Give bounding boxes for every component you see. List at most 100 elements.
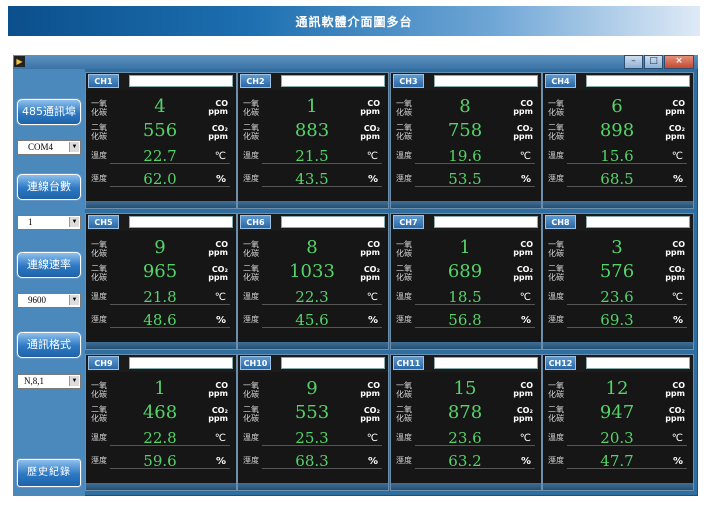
temp-unit: ℃ — [214, 151, 226, 162]
co2-label-line1: 二氧 — [91, 123, 107, 132]
chevron-down-icon[interactable]: ▼ — [69, 142, 79, 152]
channel-name-input[interactable] — [281, 216, 385, 228]
co-value: 6 — [611, 96, 623, 117]
history-button[interactable]: 歷史紀錄 — [17, 459, 81, 487]
channel-name-input[interactable] — [586, 216, 690, 228]
channel-name-input[interactable] — [129, 216, 233, 228]
channel-name-input[interactable] — [281, 357, 385, 369]
channel-panel: CH7 一氧 化碳 1 CO ppm 二氧 化碳 689 CO₂ ppm 溫度 18.5 ℃ 溼度 56.8% — [390, 213, 542, 350]
channel-header: CH11 — [391, 355, 541, 372]
panel-bottom-strip — [86, 483, 236, 490]
humid-label: 溼度 — [243, 315, 259, 324]
channel-name-input[interactable] — [129, 75, 233, 87]
co2-label-line1: 二氧 — [396, 123, 412, 132]
channel-name-input[interactable] — [129, 357, 233, 369]
humid-unit: % — [215, 174, 226, 185]
panel-bottom-strip — [391, 342, 541, 349]
port-button[interactable]: 485通訊埠 — [17, 99, 81, 125]
port-select[interactable]: COM4 ▼ — [17, 140, 81, 155]
co-unit: CO — [367, 240, 380, 249]
co2-ppm-unit: ppm — [360, 273, 380, 282]
co-label-line2: 化碳 — [548, 390, 564, 399]
co-unit: CO — [367, 381, 380, 390]
co-unit: CO — [367, 99, 380, 108]
co2-label-line2: 化碳 — [243, 132, 259, 141]
count-select[interactable]: 1 ▼ — [17, 215, 81, 230]
co-unit: CO — [520, 99, 533, 108]
humid-label: 溼度 — [396, 174, 412, 183]
co-ppm-unit: ppm — [513, 107, 533, 116]
temp-divider — [415, 304, 535, 305]
channel-name-input[interactable] — [434, 216, 538, 228]
chevron-down-icon[interactable]: ▼ — [69, 217, 79, 227]
co2-label-line1: 二氧 — [548, 264, 564, 273]
temp-value: 23.6 — [600, 288, 634, 306]
channel-label: CH10 — [240, 356, 271, 370]
channel-label: CH8 — [545, 215, 576, 229]
panel-bottom-strip — [86, 342, 236, 349]
co2-label-line2: 化碳 — [396, 273, 412, 282]
channel-label: CH1 — [88, 74, 119, 88]
co-label-line2: 化碳 — [396, 390, 412, 399]
co-label-line1: 一氧 — [396, 381, 412, 390]
co2-ppm-unit: ppm — [360, 132, 380, 141]
temp-unit: ℃ — [671, 433, 683, 444]
format-select[interactable]: N,8,1 ▼ — [17, 374, 81, 389]
co-value: 8 — [459, 96, 471, 117]
panel-bottom-strip — [543, 201, 693, 208]
channel-name-input[interactable] — [434, 357, 538, 369]
humid-value: 69.3 — [600, 311, 634, 329]
co2-ppm-unit: ppm — [513, 132, 533, 141]
count-button[interactable]: 連線台數 — [17, 174, 81, 200]
co-unit: CO — [520, 240, 533, 249]
channel-name-input[interactable] — [434, 75, 538, 87]
temp-label: 溫度 — [91, 151, 107, 160]
chevron-down-icon[interactable]: ▼ — [69, 295, 79, 305]
channel-name-input[interactable] — [586, 357, 690, 369]
temp-divider — [567, 304, 687, 305]
co-ppm-unit: ppm — [360, 107, 380, 116]
co2-value: 965 — [142, 261, 178, 282]
close-button[interactable]: × — [664, 55, 694, 69]
co-ppm-unit: ppm — [513, 248, 533, 257]
maximize-button[interactable]: □ — [644, 55, 663, 69]
temp-unit: ℃ — [519, 151, 531, 162]
channel-panel: CH11 一氧 化碳 15 CO ppm 二氧 化碳 878 CO₂ ppm 溫度 23.6 ℃ 溼度 63.… — [390, 354, 542, 491]
rate-select[interactable]: 9600 ▼ — [17, 293, 81, 308]
temp-label: 溫度 — [243, 151, 259, 160]
humid-label: 溼度 — [396, 315, 412, 324]
window-titlebar: ▶ – □ × — [13, 55, 698, 69]
temp-label: 溫度 — [243, 433, 259, 442]
co-value: 8 — [306, 237, 318, 258]
humid-value: 48.6 — [143, 311, 177, 329]
channel-header: CH9 — [86, 355, 236, 372]
co2-label-line1: 二氧 — [91, 405, 107, 414]
minimize-button[interactable]: – — [624, 55, 643, 69]
channel-label: CH11 — [393, 356, 424, 370]
co2-label-line2: 化碳 — [91, 273, 107, 282]
chevron-down-icon[interactable]: ▼ — [69, 376, 79, 386]
panel-bottom-strip — [543, 483, 693, 490]
co-label-line2: 化碳 — [91, 249, 107, 258]
temp-divider — [415, 163, 535, 164]
co-unit: CO — [215, 381, 228, 390]
channel-name-input[interactable] — [586, 75, 690, 87]
rate-button[interactable]: 連線速率 — [17, 252, 81, 278]
humid-unit: % — [215, 456, 226, 467]
co2-ppm-unit: ppm — [513, 414, 533, 423]
banner-title: 通訊軟體介面圖多台 — [295, 15, 413, 29]
co2-value: 553 — [294, 402, 330, 423]
co-ppm-unit: ppm — [208, 107, 228, 116]
co2-label-line1: 二氧 — [243, 264, 259, 273]
humid-divider — [415, 327, 535, 328]
co-label-line1: 一氧 — [396, 240, 412, 249]
count-select-value: 1 — [28, 217, 33, 227]
humid-value: 68.5 — [600, 170, 634, 188]
channel-panel: CH12 一氧 化碳 12 CO ppm 二氧 化碳 947 CO₂ ppm 溫度 20.3 ℃ 溼度 47.… — [542, 354, 694, 491]
channel-header: CH3 — [391, 73, 541, 90]
temp-unit: ℃ — [671, 151, 683, 162]
channel-name-input[interactable] — [281, 75, 385, 87]
page-banner: 通訊軟體介面圖多台 — [8, 6, 700, 36]
port-select-value: COM4 — [28, 142, 54, 152]
format-button[interactable]: 通訊格式 — [17, 332, 81, 358]
